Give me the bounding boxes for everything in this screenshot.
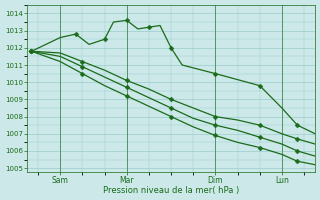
- X-axis label: Pression niveau de la mer( hPa ): Pression niveau de la mer( hPa ): [103, 186, 239, 195]
